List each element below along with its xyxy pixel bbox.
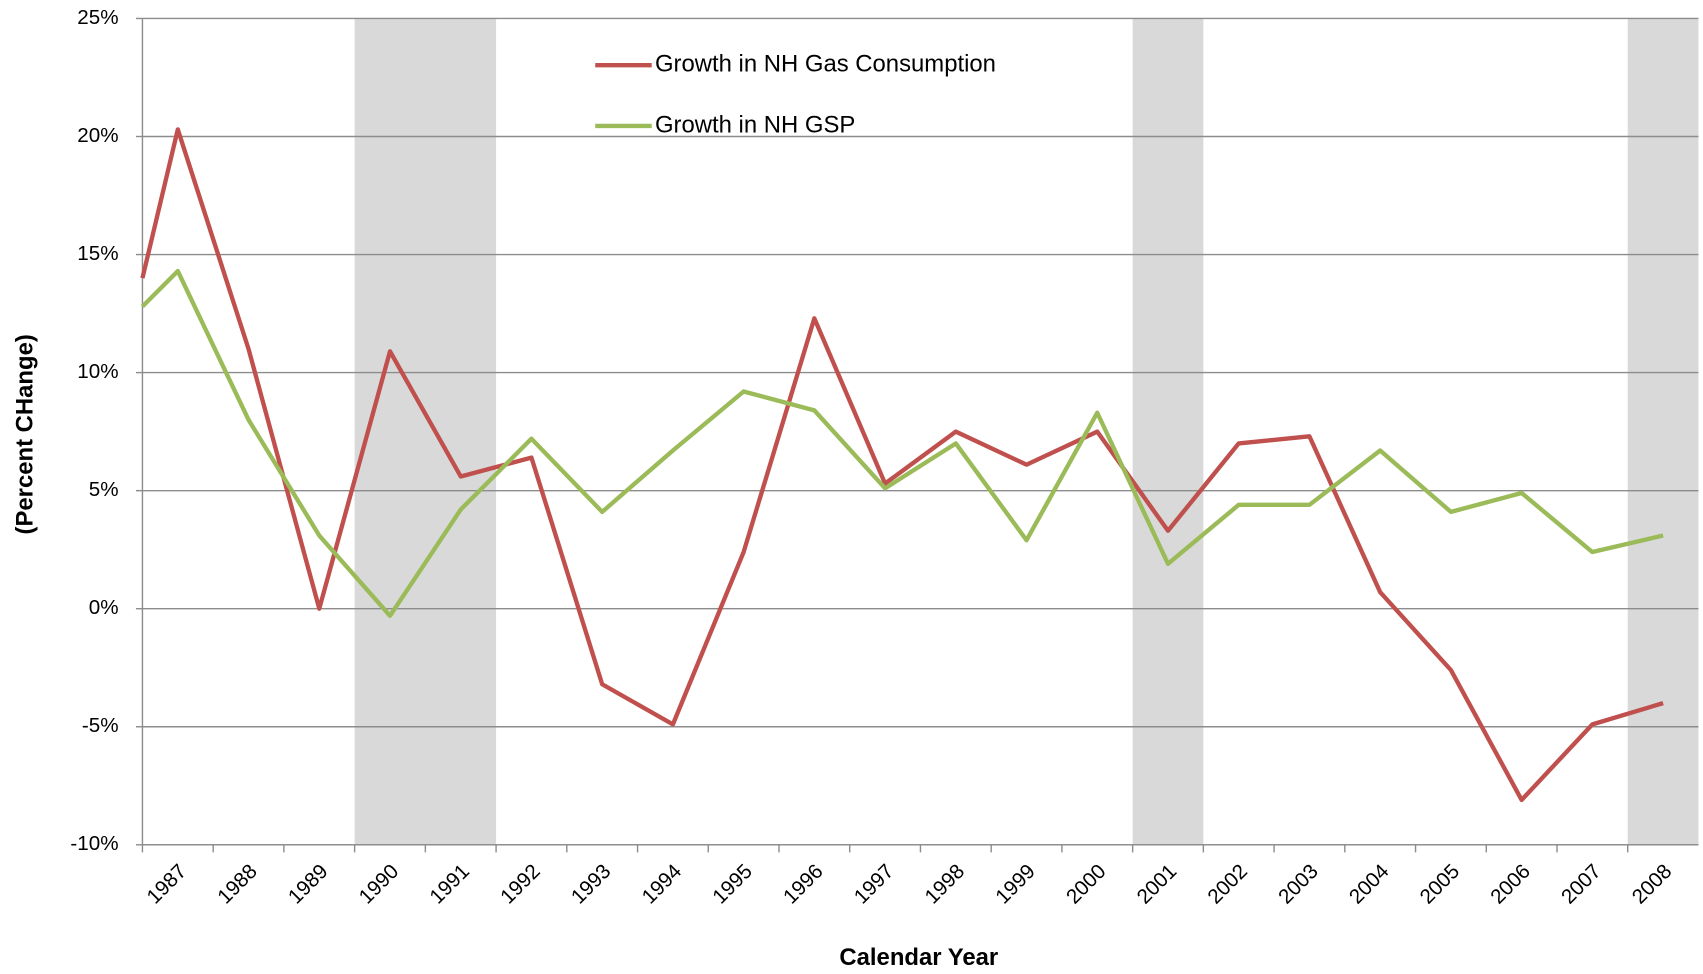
y-tick-label: -5% <box>82 714 119 737</box>
x-tick-label: 2005 <box>1415 860 1464 909</box>
x-tick-label: 1999 <box>991 860 1040 909</box>
x-tick-label: 2004 <box>1345 860 1394 909</box>
x-tick-label: 1989 <box>284 860 333 909</box>
x-tick-label: 1991 <box>425 860 474 909</box>
x-tick-label: 1996 <box>779 860 828 909</box>
x-tick-label: 1998 <box>920 860 969 909</box>
x-tick-label: 1997 <box>850 860 899 909</box>
x-tick-label: 2003 <box>1274 860 1323 909</box>
legend-label: Growth in NH Gas Consumption <box>655 50 996 77</box>
x-tick-label: 2008 <box>1628 860 1677 909</box>
x-tick-label: 1994 <box>637 860 686 909</box>
x-tick-label: 2002 <box>1203 860 1252 909</box>
y-tick-label: 10% <box>77 360 118 383</box>
x-tick-label: 1988 <box>213 860 262 909</box>
x-tick-label: 2006 <box>1486 860 1535 909</box>
x-tick-label: 1995 <box>708 860 757 909</box>
y-tick-label: -10% <box>70 832 118 855</box>
x-tick-label: 2001 <box>1133 860 1182 909</box>
y-tick-label: 20% <box>77 124 118 147</box>
x-tick-label: 2007 <box>1557 860 1606 909</box>
x-tick-label: 1993 <box>567 860 616 909</box>
x-tick-label: 1990 <box>355 860 404 909</box>
series-line <box>140 127 1664 803</box>
shaded-period <box>1627 18 1699 845</box>
legend-label: Growth in NH GSP <box>655 111 855 138</box>
shaded-period <box>354 18 497 845</box>
y-tick-label: 5% <box>89 478 119 501</box>
x-axis-label: Calendar Year <box>839 944 998 971</box>
y-axis-label: (Percent CHange) <box>12 334 39 534</box>
series-line <box>140 268 1664 618</box>
shaded-period <box>1132 18 1204 845</box>
y-tick-label: 0% <box>89 596 119 619</box>
x-tick-label: 1987 <box>142 860 191 909</box>
y-tick-label: 25% <box>77 6 118 29</box>
x-tick-label: 2000 <box>1062 860 1111 909</box>
x-tick-label: 1992 <box>496 860 545 909</box>
y-tick-label: 15% <box>77 242 118 265</box>
